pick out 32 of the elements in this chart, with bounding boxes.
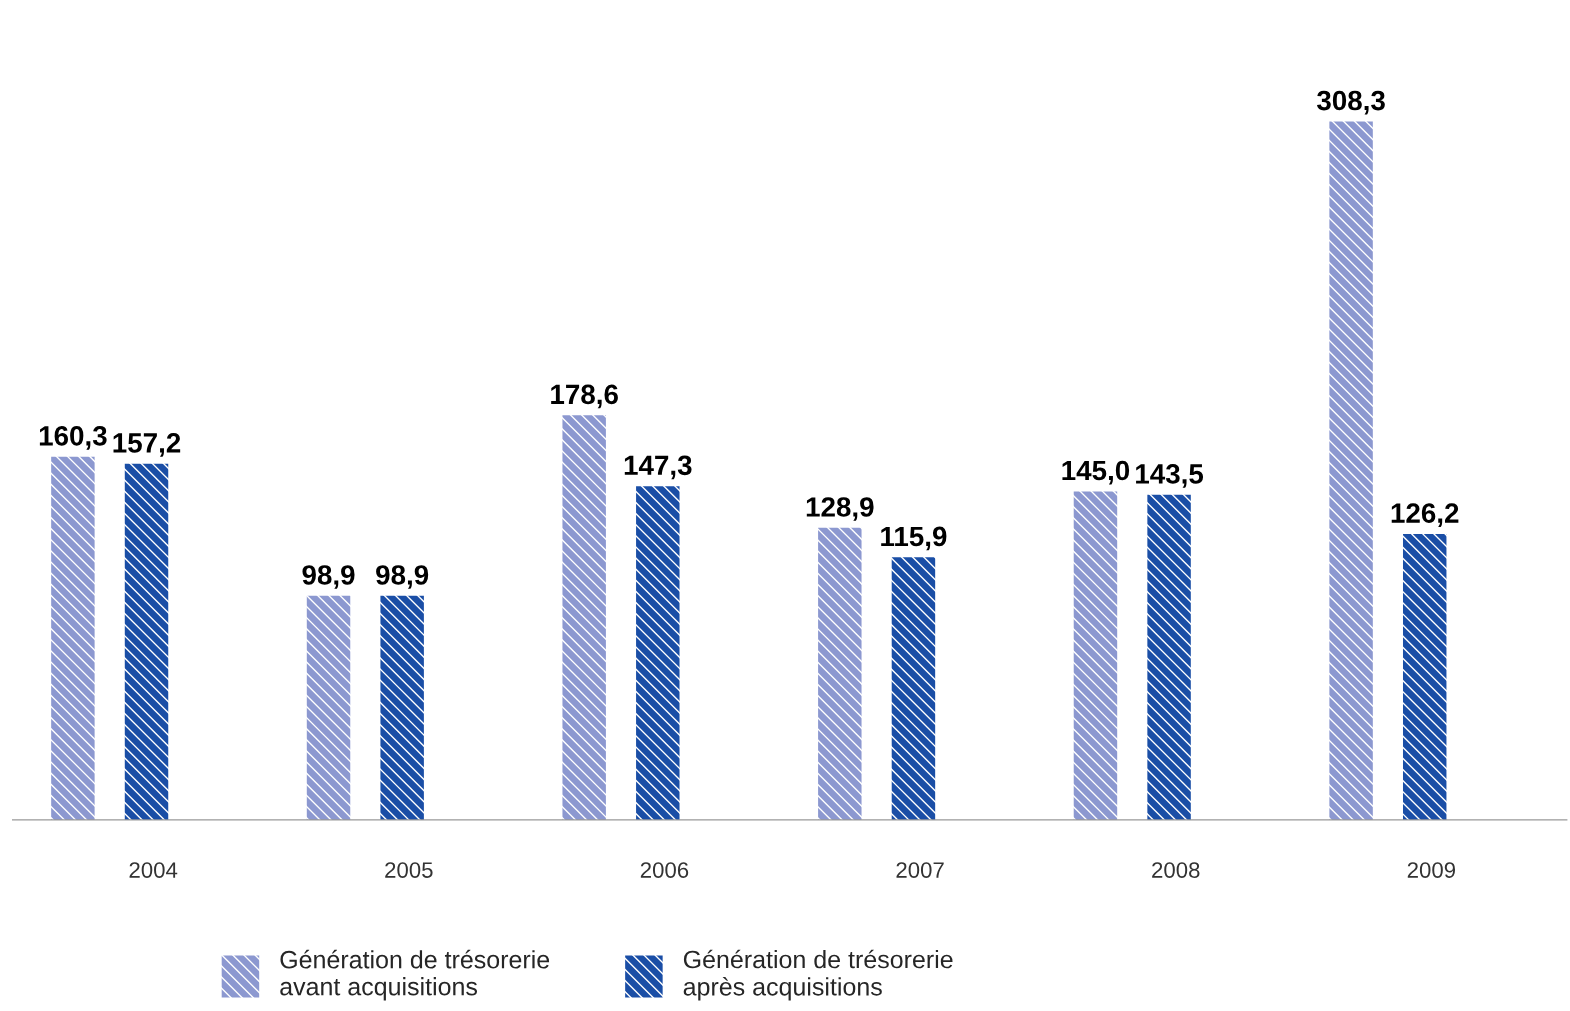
data-label: 98,9 <box>376 565 429 589</box>
bar <box>306 595 351 820</box>
data-label: 308,3 <box>1316 90 1385 115</box>
legend-label: Génération de trésorerie avant acquisitions <box>280 949 550 1001</box>
bar <box>380 595 424 820</box>
x-tick-label: 2004 <box>129 862 178 878</box>
bar <box>636 486 680 820</box>
data-label: 145,0 <box>1062 460 1130 485</box>
data-label: 98,9 <box>302 565 355 589</box>
x-tick-label: 2009 <box>1407 862 1456 878</box>
bar <box>562 415 606 820</box>
x-tick-label: 2005 <box>385 862 433 878</box>
data-label: 143,5 <box>1136 464 1204 488</box>
x-tick-label: 2008 <box>1152 862 1200 878</box>
data-label: 115,9 <box>881 526 947 551</box>
bar <box>1073 491 1118 820</box>
bar <box>818 527 862 820</box>
bar <box>1329 121 1373 820</box>
data-label: 160,3 <box>39 426 107 450</box>
bar <box>1402 533 1447 820</box>
bar <box>51 456 95 820</box>
legend-label: Génération de trésorerie après acquisitions <box>683 949 953 1001</box>
data-label: 147,3 <box>624 455 692 480</box>
bar <box>891 557 936 820</box>
data-label: 128,9 <box>806 497 874 521</box>
x-tick-label: 2007 <box>896 862 944 878</box>
bar <box>124 463 169 820</box>
data-label: 126,2 <box>1391 503 1459 527</box>
data-label: 178,6 <box>551 384 618 409</box>
bar <box>1147 494 1191 820</box>
data-label: 157,2 <box>113 433 181 457</box>
x-tick-label: 2006 <box>640 862 689 878</box>
